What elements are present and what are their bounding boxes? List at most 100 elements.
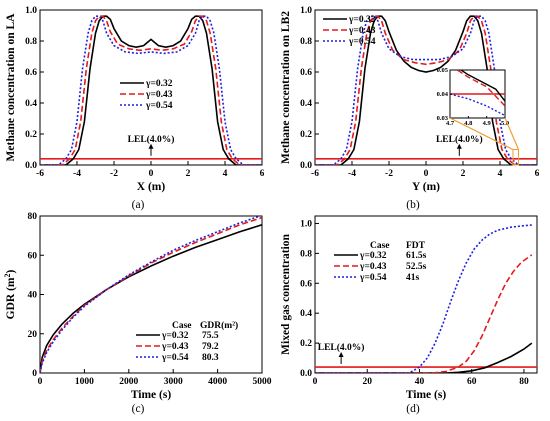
series-line-1 bbox=[315, 342, 533, 373]
x-tick-label: 0 bbox=[424, 169, 429, 179]
lel-arrow-head bbox=[148, 143, 154, 149]
y-tick-label: 60 bbox=[28, 251, 38, 261]
x-tick-label: -2 bbox=[110, 169, 118, 179]
legend-header-value: FDT bbox=[406, 241, 426, 251]
x-axis-label: Y (m) bbox=[412, 181, 440, 193]
y-tick-label: 0.6 bbox=[300, 279, 312, 289]
legend-entry-3: γ=0.54 bbox=[145, 101, 173, 111]
panel-label-d: (d) bbox=[406, 403, 420, 415]
zoom-connector-1 bbox=[449, 117, 514, 151]
legend-entry-2: γ=0.43 bbox=[359, 262, 387, 272]
legend-entry-2: γ=0.43 bbox=[348, 26, 376, 36]
lel-label: LEL(4.0%) bbox=[128, 134, 175, 145]
x-tick-label: 4 bbox=[498, 169, 503, 179]
legend-value-3: 41s bbox=[406, 273, 420, 283]
y-tick-label: 0.0 bbox=[300, 369, 312, 379]
x-tick-label: 1000 bbox=[75, 377, 94, 387]
panel-label-a: (a) bbox=[132, 199, 145, 211]
legend-header-case: Case bbox=[172, 321, 192, 331]
y-tick-label: 0.8 bbox=[300, 37, 312, 47]
legend-value-2: 79.2 bbox=[202, 342, 219, 352]
y-axis-label-base: GDR (m bbox=[5, 277, 17, 319]
legend-entry-2: γ=0.43 bbox=[145, 90, 173, 100]
x-tick-label: 0 bbox=[149, 169, 154, 179]
x-tick-label: -4 bbox=[73, 169, 81, 179]
x-tick-label: 6 bbox=[260, 169, 265, 179]
legend-entry-1: γ=0.32 bbox=[348, 15, 376, 25]
legend-value-3: 80.3 bbox=[202, 353, 219, 363]
y-tick-label: 0.2 bbox=[300, 339, 312, 349]
series-line-1 bbox=[315, 15, 537, 165]
legend-value-1: 75.5 bbox=[202, 331, 219, 341]
inset-x-tick-label: 4.9 bbox=[483, 120, 492, 127]
y-tick-label: 0.2 bbox=[25, 130, 37, 140]
x-tick-label: 5000 bbox=[253, 377, 272, 387]
y-tick-label: 40 bbox=[28, 291, 38, 301]
series-line-3 bbox=[40, 15, 262, 165]
series-line-3 bbox=[40, 216, 262, 373]
x-tick-label: 40 bbox=[415, 377, 425, 387]
legend-entry-1: γ=0.32 bbox=[359, 251, 387, 261]
y-tick-label: 1.0 bbox=[25, 6, 37, 16]
y-tick-label: 0.0 bbox=[25, 161, 37, 171]
x-tick-label: 0 bbox=[313, 377, 318, 387]
chart-b: -6 -4 -2 0 2 4 6 0.0 0.2 0.4 0.6 0.8 1.0 Y (m) Methane… bbox=[280, 6, 540, 193]
x-tick-label: 20 bbox=[362, 377, 372, 387]
x-tick-label: 2 bbox=[461, 169, 466, 179]
x-tick-label: 2 bbox=[186, 169, 191, 179]
inset-y-tick-label: 0.04 bbox=[437, 91, 449, 98]
y-tick-label: 0.6 bbox=[25, 68, 37, 78]
series-line-2 bbox=[315, 254, 533, 373]
plot-frame bbox=[39, 215, 263, 374]
x-tick-label: -2 bbox=[385, 169, 393, 179]
legend-entry-1: γ=0.32 bbox=[161, 331, 189, 341]
series-line-1 bbox=[40, 224, 262, 373]
series-line-3 bbox=[315, 224, 532, 373]
inset-x-tick-label: 4.7 bbox=[446, 120, 455, 127]
x-axis-label: X (m) bbox=[137, 181, 166, 193]
legend-entry-3: γ=0.54 bbox=[161, 353, 189, 363]
y-tick-label: 1.0 bbox=[300, 6, 312, 16]
legend-value-1: 61.5s bbox=[406, 251, 427, 261]
y-tick-label: 0.6 bbox=[300, 68, 312, 78]
legend-entry-3: γ=0.54 bbox=[348, 37, 376, 47]
y-axis-label: Mixed gas concentration bbox=[280, 234, 292, 355]
panel-label-c: (c) bbox=[132, 403, 145, 415]
inset-series-1 bbox=[459, 70, 505, 102]
inset-x-tick-label: 4.8 bbox=[464, 120, 473, 127]
y-axis-label: Methane concentration on LB2 bbox=[280, 11, 292, 164]
inset-y-tick-label: 0.05 bbox=[437, 67, 449, 74]
inset-y-tick-label: 0.03 bbox=[437, 115, 449, 122]
y-tick-label: 1.0 bbox=[300, 219, 312, 229]
zoom-box bbox=[512, 149, 520, 166]
x-tick-label: -6 bbox=[36, 169, 44, 179]
x-tick-label: 60 bbox=[467, 377, 477, 387]
series-line-2 bbox=[40, 216, 262, 373]
y-tick-label: 0.2 bbox=[300, 130, 312, 140]
y-tick-label: 0.8 bbox=[300, 249, 312, 259]
y-axis-label-sup: 2 bbox=[3, 274, 12, 278]
y-tick-label: 0.4 bbox=[25, 99, 37, 109]
zoom-connector-2 bbox=[504, 117, 520, 150]
x-tick-label: 0 bbox=[38, 377, 43, 387]
series-line-2 bbox=[315, 15, 537, 165]
y-tick-label: 0 bbox=[32, 369, 37, 379]
x-tick-label: -6 bbox=[311, 169, 319, 179]
legend-entry-3: γ=0.54 bbox=[359, 273, 387, 283]
legend-value-2: 52.5s bbox=[406, 262, 427, 272]
lel-label: LEL(4.0%) bbox=[436, 134, 483, 145]
lel-arrow-head bbox=[338, 352, 344, 358]
y-tick-label: 0.0 bbox=[300, 161, 312, 171]
y-axis-label: GDR (m2) bbox=[3, 270, 17, 320]
lel-arrow-head bbox=[456, 143, 462, 149]
series-line-3 bbox=[315, 15, 537, 165]
series-line-2 bbox=[40, 15, 262, 165]
inset-series-2 bbox=[456, 70, 505, 107]
x-axis-label: Time (s) bbox=[131, 389, 172, 401]
lel-label: LEL(4.0%) bbox=[318, 342, 365, 353]
y-axis-label: Methane concentration on LA bbox=[5, 13, 17, 162]
inset-series-3 bbox=[450, 93, 505, 117]
legend-header-case: Case bbox=[370, 241, 390, 251]
y-tick-label: 80 bbox=[28, 212, 38, 222]
panel-label-b: (b) bbox=[406, 199, 420, 211]
